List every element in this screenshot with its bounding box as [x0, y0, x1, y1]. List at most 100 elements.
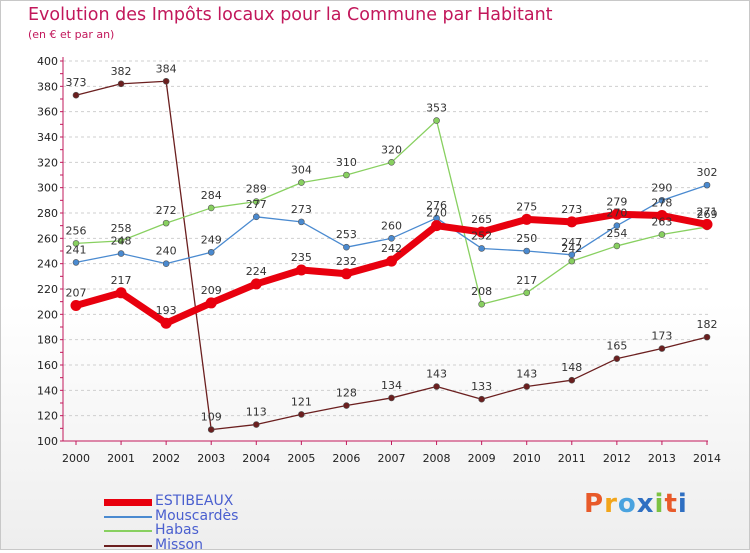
- data-label: 277: [246, 198, 267, 211]
- legend-label: Misson: [155, 536, 203, 553]
- y-tick-label: 200: [37, 308, 58, 321]
- logo-letter: x: [636, 489, 655, 519]
- x-tick-label: 2003: [197, 452, 225, 465]
- legend-swatch: [104, 544, 152, 547]
- data-point: [162, 260, 170, 267]
- x-tick-label: 2000: [62, 452, 90, 465]
- x-tick-label: 2012: [603, 452, 631, 465]
- data-point: [388, 235, 395, 242]
- data-point: [523, 383, 531, 390]
- data-label: 241: [66, 243, 87, 256]
- x-tick-label: 2004: [242, 452, 270, 465]
- data-point: [613, 242, 621, 250]
- y-tick-label: 100: [37, 435, 58, 448]
- y-tick-label: 160: [37, 359, 58, 372]
- data-point: [298, 179, 305, 186]
- data-point: [701, 218, 713, 230]
- data-point: [433, 383, 440, 390]
- logo-letter: i: [654, 489, 665, 519]
- data-label: 242: [381, 242, 402, 255]
- data-label: 121: [291, 395, 312, 408]
- data-label: 249: [201, 233, 222, 246]
- data-label: 173: [651, 330, 672, 343]
- data-point: [658, 197, 666, 204]
- data-point: [117, 250, 125, 257]
- data-label: 269: [697, 208, 718, 221]
- data-point: [340, 268, 352, 280]
- legend-label: Mouscardès: [155, 507, 239, 524]
- logo-letter: r: [604, 489, 618, 519]
- data-label: 256: [66, 224, 87, 237]
- legend-swatch: [104, 498, 152, 506]
- data-point: [343, 171, 350, 179]
- data-label: 289: [246, 183, 267, 196]
- data-label: 275: [516, 200, 537, 213]
- data-label: 258: [111, 222, 132, 235]
- series-misson: [72, 77, 711, 433]
- data-label: 134: [381, 379, 402, 392]
- data-label: 272: [156, 204, 177, 217]
- data-label: 284: [201, 189, 222, 202]
- data-label: 224: [246, 265, 267, 278]
- data-point: [207, 204, 215, 212]
- logo-letter: t: [664, 489, 678, 519]
- data-point: [115, 287, 127, 299]
- data-label: 242: [561, 242, 582, 255]
- data-point: [252, 213, 260, 221]
- y-tick-label: 140: [37, 384, 58, 397]
- data-label: 165: [606, 340, 627, 353]
- data-label: 128: [336, 387, 357, 400]
- data-point: [160, 317, 172, 329]
- x-tick-label: 2007: [378, 452, 406, 465]
- data-point: [343, 243, 350, 251]
- data-point: [521, 213, 533, 225]
- legend-swatch: [104, 515, 152, 518]
- data-label: 133: [471, 380, 492, 393]
- data-point: [250, 278, 262, 290]
- data-point: [658, 345, 666, 352]
- data-point: [611, 208, 623, 220]
- legend-swatch: [104, 530, 152, 532]
- data-point: [295, 264, 307, 276]
- data-point: [388, 159, 395, 166]
- series-mouscardès: [72, 181, 711, 267]
- data-label: 252: [471, 229, 492, 242]
- data-point: [343, 402, 350, 409]
- proxiti-logo[interactable]: Proxiti: [584, 489, 688, 519]
- data-point: [566, 216, 578, 228]
- data-point: [523, 247, 531, 255]
- data-point: [72, 259, 80, 266]
- data-label: 109: [201, 411, 222, 424]
- data-label: 240: [156, 245, 177, 258]
- data-point: [613, 355, 621, 362]
- data-label: 382: [111, 65, 132, 78]
- data-label: 148: [561, 361, 582, 374]
- x-tick-label: 2010: [513, 452, 541, 465]
- logo-letter: i: [677, 489, 688, 519]
- data-label: 253: [336, 228, 357, 241]
- data-point: [703, 333, 711, 341]
- data-point: [117, 80, 125, 88]
- data-label: 320: [381, 143, 402, 156]
- data-label: 207: [66, 286, 87, 299]
- data-point: [476, 226, 488, 238]
- data-label: 271: [697, 205, 718, 218]
- data-label: 217: [111, 274, 132, 287]
- x-tick-label: 2014: [693, 452, 721, 465]
- data-point: [207, 426, 215, 433]
- x-tick-label: 2002: [152, 452, 180, 465]
- data-label: 250: [516, 232, 537, 245]
- y-tick-label: 240: [37, 258, 58, 271]
- y-tick-label: 260: [37, 232, 58, 245]
- data-point: [478, 245, 485, 252]
- data-label: 143: [516, 368, 537, 381]
- data-label: 273: [291, 203, 312, 216]
- data-point: [386, 255, 397, 267]
- data-point: [72, 91, 80, 99]
- data-label: 373: [66, 76, 87, 89]
- data-point: [252, 421, 260, 428]
- data-label: 208: [471, 285, 492, 298]
- chart-title: Evolution des Impôts locaux pour la Comm…: [28, 5, 553, 25]
- data-label: 278: [651, 197, 672, 210]
- data-point: [162, 77, 170, 85]
